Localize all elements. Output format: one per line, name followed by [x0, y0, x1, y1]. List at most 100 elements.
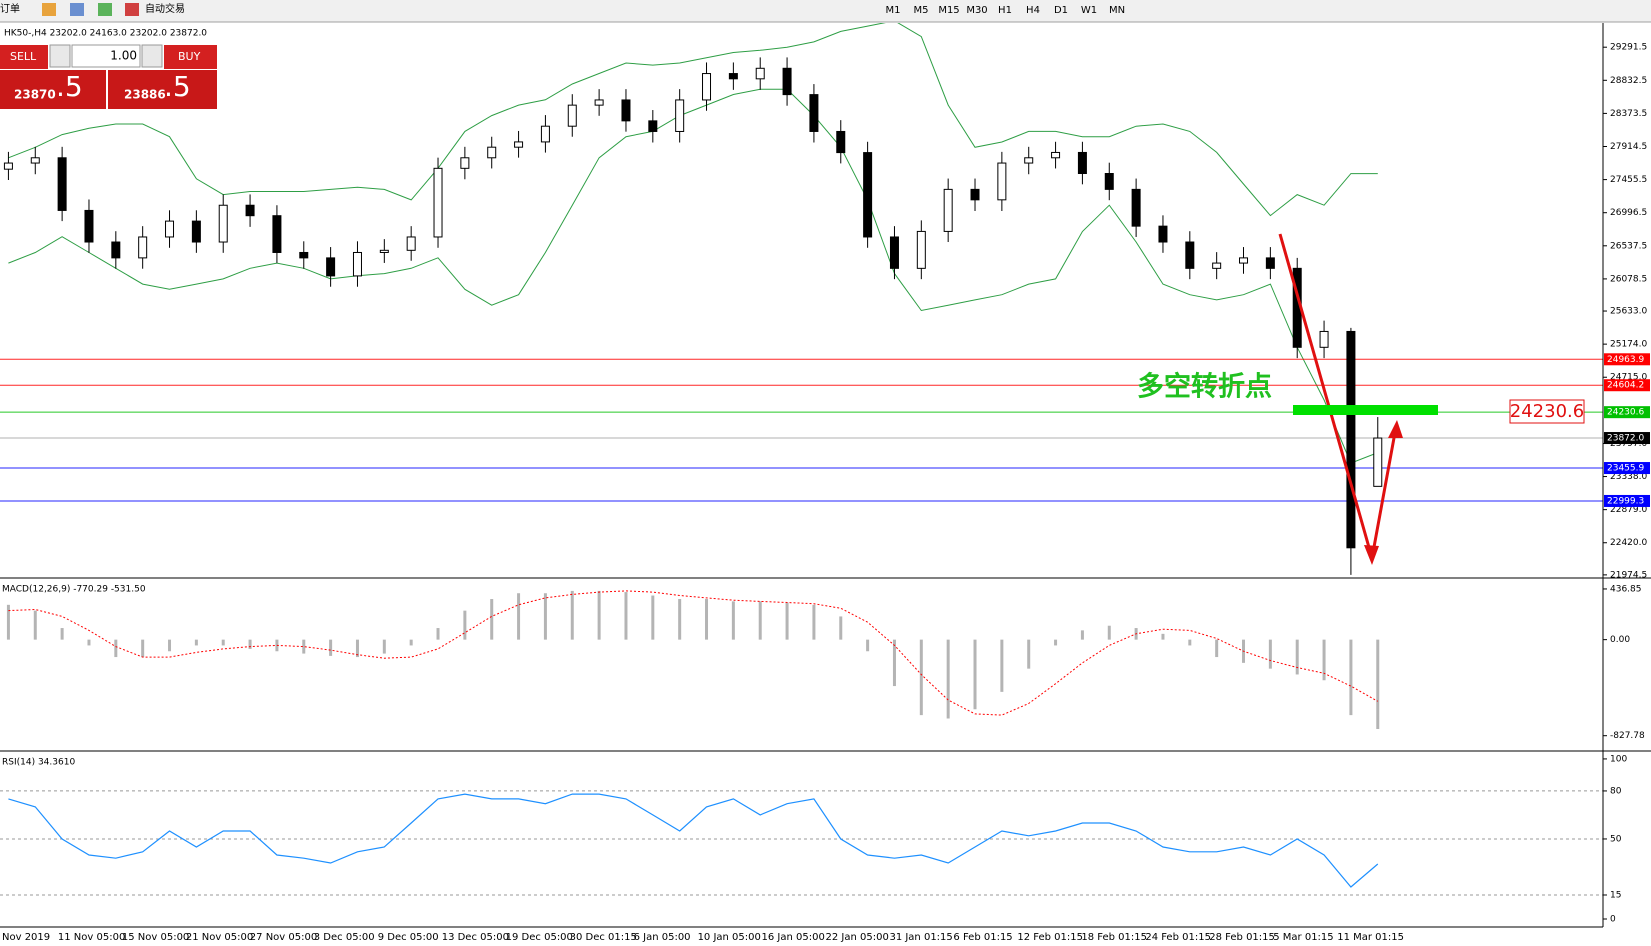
x-tick-label: Nov 2019 [2, 932, 50, 943]
x-tick-label: 12 Feb 01:15 [1017, 932, 1083, 943]
x-tick-label: 27 Nov 05:00 [250, 932, 317, 943]
y-tick-label: 22420.0 [1610, 538, 1647, 548]
timeframe-button[interactable]: M30 [966, 5, 987, 16]
y-tick-label: 27455.5 [1610, 175, 1647, 185]
candle-body [514, 141, 524, 148]
candle-body [299, 251, 309, 259]
x-tick-label: 18 Feb 01:15 [1081, 932, 1147, 943]
icon[interactable] [98, 3, 112, 16]
candle-body [702, 73, 712, 101]
x-tick-label: 13 Dec 05:00 [442, 932, 509, 943]
x-tick-label: 24 Feb 01:15 [1145, 932, 1211, 943]
price-box [1509, 399, 1585, 424]
y-tick-label: 50 [1610, 834, 1622, 844]
timeframe-button[interactable]: M1 [886, 5, 901, 16]
timeframe-button[interactable]: M5 [914, 5, 929, 16]
timeframe-button[interactable]: MN [1109, 5, 1125, 16]
lot-value[interactable]: 1.00 [110, 49, 137, 63]
new-order-button[interactable]: 新订单 [0, 2, 20, 15]
candle-body [863, 152, 873, 238]
icon[interactable] [70, 3, 84, 16]
lot-down[interactable] [49, 44, 71, 68]
ask-fraction[interactable]: .5 [164, 70, 191, 103]
candle-body [57, 157, 67, 211]
y-tick-label: 25174.0 [1610, 340, 1647, 350]
candle-body [836, 130, 846, 154]
lot-up[interactable] [141, 44, 163, 68]
timeframe-button[interactable]: M15 [938, 5, 959, 16]
candle-body [460, 157, 470, 169]
candle-body [1185, 241, 1195, 269]
sell-button[interactable] [0, 45, 48, 69]
candle-body [245, 204, 255, 217]
rsi-line [8, 793, 1379, 888]
toolbar [0, 0, 1651, 22]
lot-input[interactable] [71, 44, 141, 68]
bid-price[interactable]: 23870 [14, 88, 56, 102]
candle-body [433, 167, 443, 238]
y-tick-label: 25633.0 [1610, 307, 1647, 317]
turning-point-label: 多空转折点 [1137, 371, 1272, 403]
price-header: HK50-,H4 23202.0 24163.0 23202.0 23872.0 [4, 29, 207, 39]
chart-area [0, 23, 1651, 946]
auto-trading-button[interactable]: 自动交易 [145, 2, 185, 15]
candle-body [675, 99, 685, 132]
candle-body [487, 146, 497, 159]
arrow-head [1364, 545, 1379, 565]
rsi-pane [0, 790, 1603, 896]
candle-body [1024, 157, 1034, 164]
candle-body [1158, 225, 1168, 243]
annotation: 多空转折点 24230.6 [1137, 233, 1585, 565]
buy-button[interactable] [164, 45, 217, 69]
y-tick-label: 24715.0 [1610, 373, 1647, 383]
trade-panel: SELL 1.00 BUY 23870 .5 23886 .5 [0, 44, 217, 109]
candle-body [352, 251, 362, 277]
candle-body [218, 204, 228, 243]
auto-trading-icon[interactable] [125, 3, 139, 16]
candle-body [272, 215, 282, 253]
ask-price[interactable]: 23886 [124, 88, 166, 102]
bid-fraction[interactable]: .5 [56, 70, 83, 103]
candle-body [1373, 437, 1383, 487]
candle-body [30, 157, 40, 164]
x-tick-label: 3 Dec 05:00 [314, 932, 375, 943]
icon[interactable] [42, 3, 56, 16]
level-tag-label: 23455.9 [1607, 464, 1644, 474]
bid-box[interactable] [0, 70, 106, 109]
sell-label[interactable]: SELL [10, 50, 37, 63]
y-tick-label: 29291.5 [1610, 43, 1647, 53]
candle-body [889, 236, 899, 269]
buy-label[interactable]: BUY [178, 50, 201, 63]
candle-body [648, 120, 658, 132]
ask-box[interactable] [108, 70, 217, 109]
macd-signal [8, 590, 1379, 716]
candle-body [1346, 330, 1356, 549]
candle-body [567, 104, 577, 127]
y-tick-label: 0 [1610, 914, 1616, 924]
level-tag [1604, 379, 1650, 392]
y-tick-label: 27914.5 [1610, 142, 1647, 152]
x-tick-label: 22 Jan 05:00 [826, 932, 889, 943]
candle-body [138, 236, 148, 259]
x-tick-label: 31 Jan 01:15 [889, 932, 952, 943]
y-tick-label: 80 [1610, 786, 1622, 796]
x-tick-label: 28 Feb 01:15 [1209, 932, 1275, 943]
x-tick-label: 30 Dec 01:15 [570, 932, 637, 943]
y-tick-label: 28373.5 [1610, 109, 1647, 119]
price-pane [0, 23, 1603, 575]
bollinger-band [8, 88, 1378, 464]
timeframe-button[interactable]: W1 [1081, 5, 1097, 16]
candle-body [379, 249, 389, 253]
bollinger-band [8, 23, 1378, 217]
y-tick-label: 28832.5 [1610, 76, 1647, 86]
x-tick-label: 16 Jan 05:00 [762, 932, 825, 943]
level-tag-label: 24604.2 [1607, 381, 1644, 391]
level-tag-label: 23872.0 [1607, 434, 1644, 444]
candle-body [809, 94, 819, 132]
timeframe-button[interactable]: D1 [1054, 5, 1068, 16]
y-tick-label: 436.85 [1610, 584, 1642, 594]
timeframe-button[interactable]: H4 [1026, 5, 1040, 16]
timeframe-button[interactable]: H1 [998, 5, 1012, 16]
candle-body [916, 230, 926, 269]
